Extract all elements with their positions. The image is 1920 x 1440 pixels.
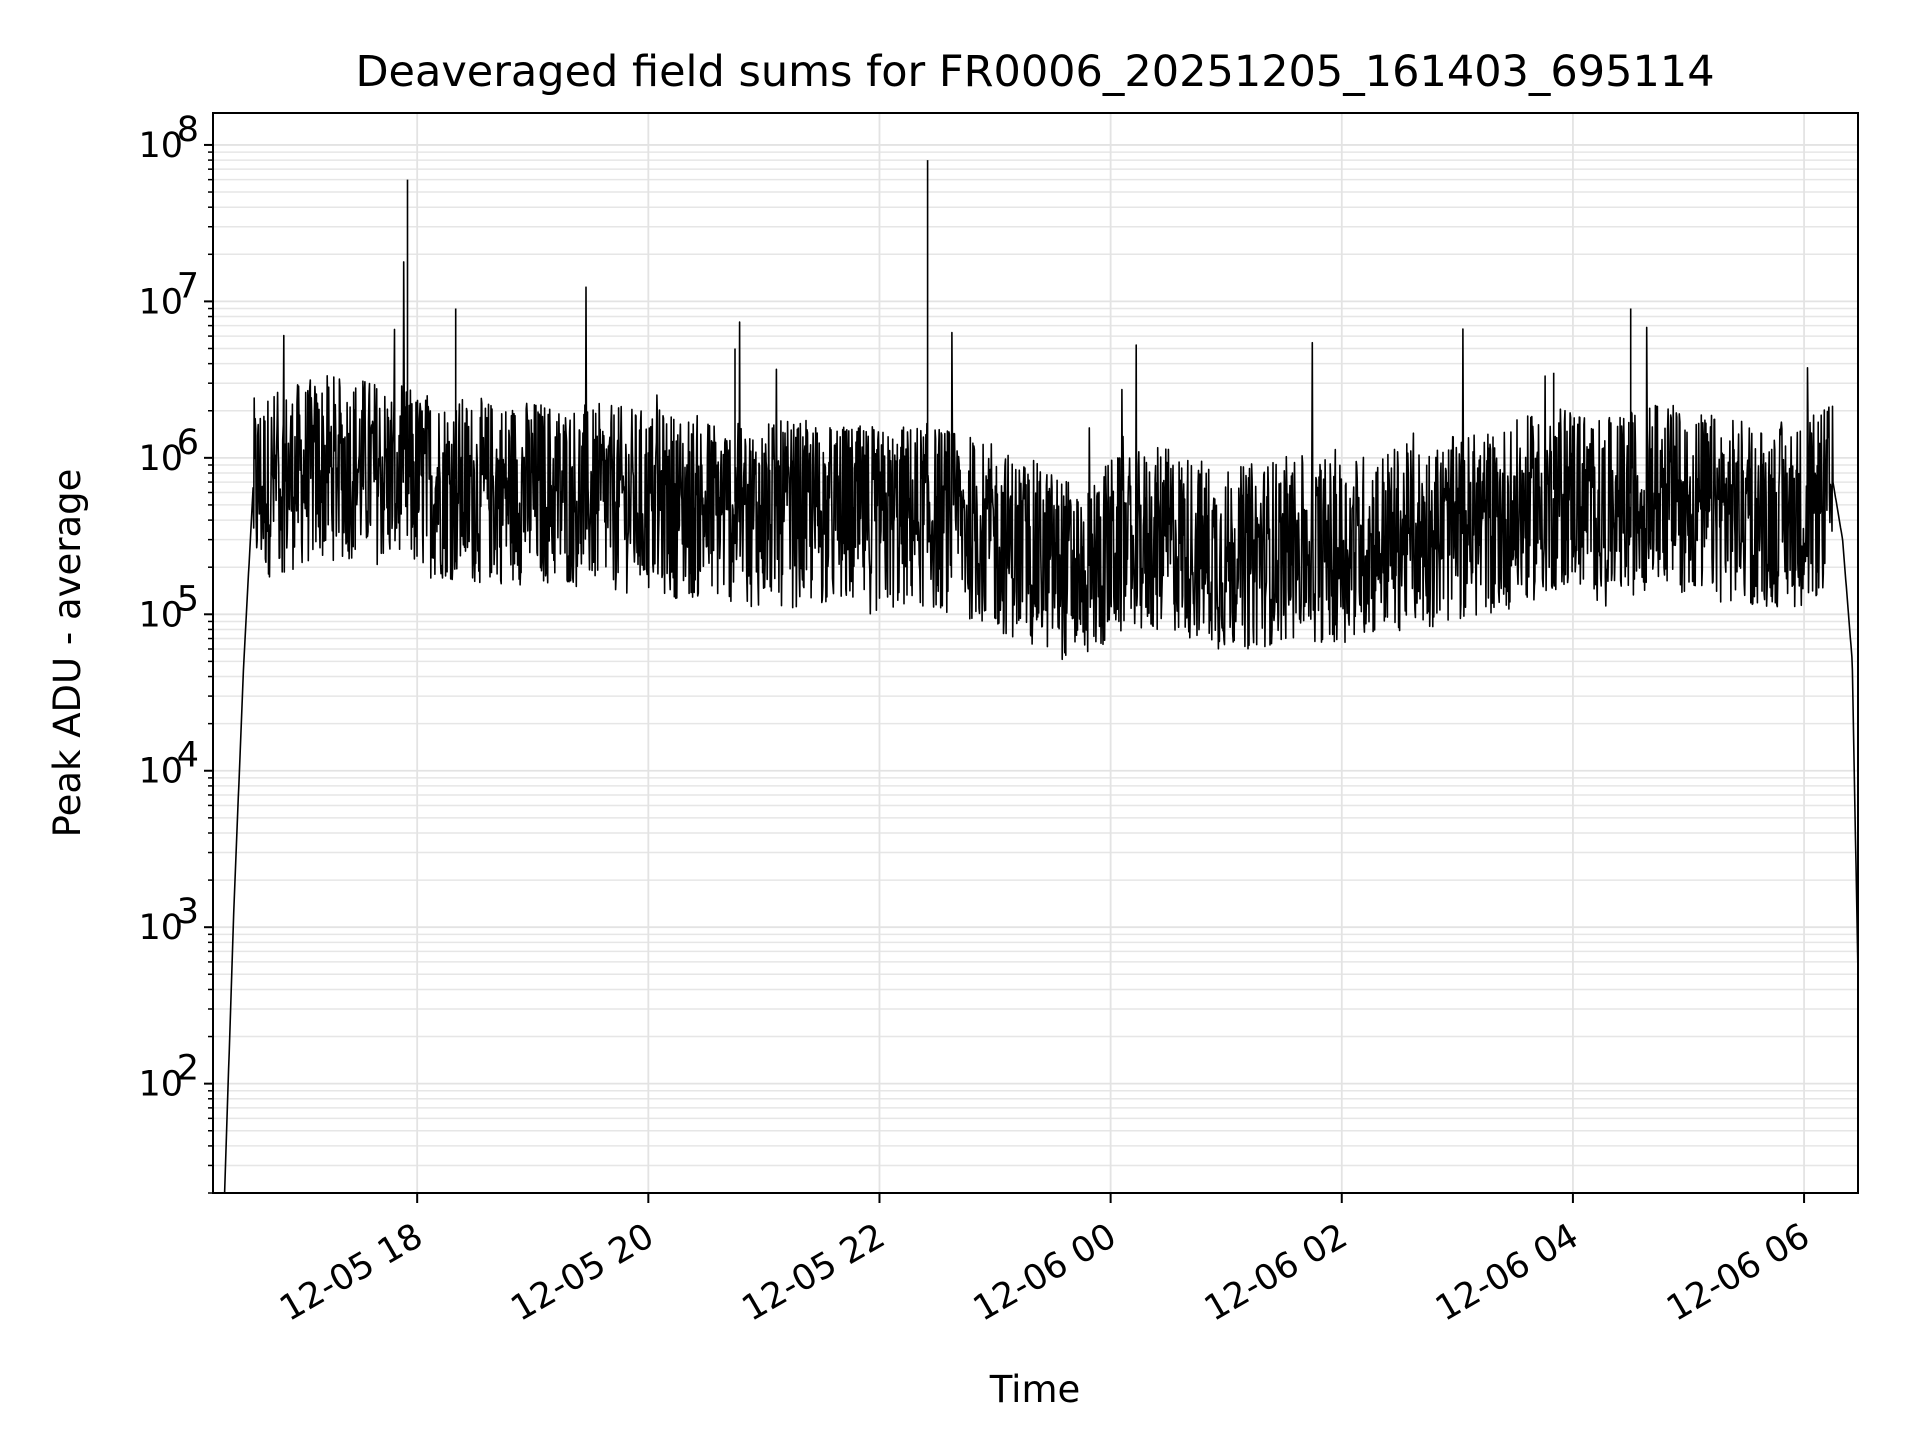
y-tick-label: 10	[138, 282, 183, 322]
y-tick-exponent: 6	[177, 423, 199, 463]
y-tick-label: 10	[138, 595, 183, 635]
y-tick-label: 10	[138, 439, 183, 479]
y-tick-label: 10	[138, 126, 183, 166]
series-line	[223, 160, 1858, 1193]
y-tick-exponent: 7	[177, 266, 199, 306]
y-tick-label: 10	[138, 752, 183, 792]
y-tick-label: 10	[138, 1065, 183, 1105]
y-tick-exponent: 2	[177, 1049, 199, 1089]
y-tick-exponent: 4	[177, 736, 199, 776]
y-tick-exponent: 8	[177, 110, 199, 150]
chart-title: Deaveraged field sums for FR0006_2025120…	[355, 47, 1714, 97]
y-axis-label: Peak ADU - average	[46, 469, 89, 838]
y-tick-exponent: 5	[177, 579, 199, 619]
plot-frame	[212, 112, 1859, 1194]
y-tick-exponent: 3	[177, 892, 199, 932]
y-tick-label: 10	[138, 908, 183, 948]
x-axis-label: Time	[989, 1368, 1081, 1411]
